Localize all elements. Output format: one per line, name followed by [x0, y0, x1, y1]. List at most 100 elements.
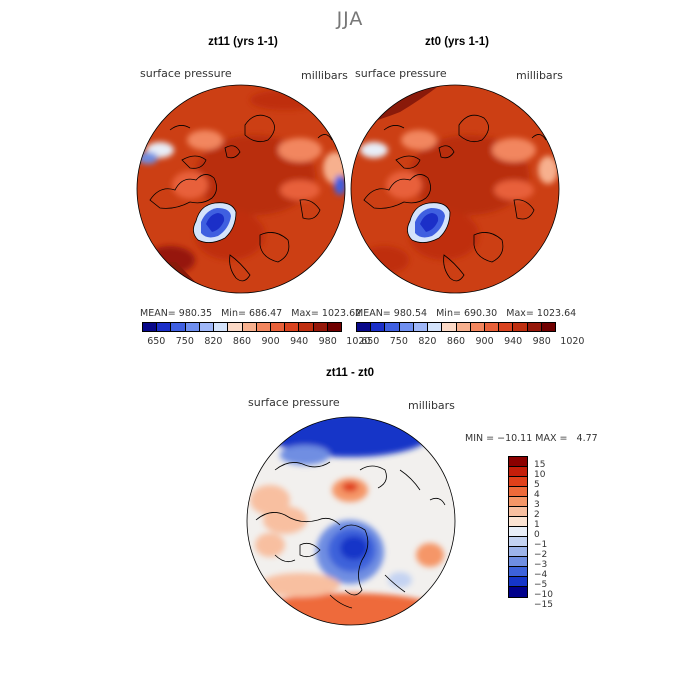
colorbar-tick-label: 820: [418, 336, 437, 347]
panel-right-units: millibars: [516, 69, 563, 82]
colorbar-swatch: [509, 487, 527, 497]
colorbar-tick-label: 3: [534, 500, 540, 510]
colorbar-swatch: [527, 323, 542, 331]
colorbar-swatch: [357, 323, 372, 331]
colorbar-swatch: [509, 547, 527, 557]
colorbar-tick-label: 2: [534, 510, 540, 520]
colorbar-tick-label: 860: [232, 336, 252, 347]
difference-units: millibars: [408, 399, 455, 412]
colorbar-swatch: [470, 323, 485, 331]
colorbar-tick-label: −10: [534, 590, 553, 600]
colorbar-swatch: [509, 567, 527, 577]
colorbar-swatch: [509, 457, 527, 467]
colorbar-tick-label: 15: [534, 460, 546, 470]
stat-max-value: 1023.62: [321, 308, 362, 319]
colorbar-tick-label: 940: [504, 336, 523, 347]
colorbar-tick-label: 650: [361, 336, 380, 347]
colorbar-swatch: [509, 477, 527, 487]
colorbar-swatch: [143, 323, 158, 331]
stat-min-label: Min=: [436, 308, 461, 319]
colorbar-swatch: [256, 323, 271, 331]
panel-right-field-label: surface pressure: [355, 67, 447, 80]
colorbar-tick-label: −2: [534, 550, 548, 560]
panel-right-title: zt0 (yrs 1-1): [425, 36, 489, 48]
colorbar-swatch: [428, 323, 443, 331]
colorbar-swatch: [214, 323, 229, 331]
stat-min-value: 686.47: [248, 308, 283, 319]
pressure-colorbar-left-ticks: 650 750 820 860 900 940 980 1020: [142, 336, 370, 350]
colorbar-swatch: [509, 537, 527, 547]
panel-left-stats: MEAN= 980.35 Min= 686.47 Max= 1023.62: [140, 308, 361, 319]
map-difference: [246, 416, 456, 626]
colorbar-tick-label: −5: [534, 580, 548, 590]
colorbar-swatch: [285, 323, 300, 331]
colorbar-swatch: [199, 323, 215, 331]
colorbar-swatch: [509, 467, 527, 477]
difference-colorbar: [508, 456, 528, 598]
pressure-colorbar-right-ticks: 650 750 820 860 900 940 980 1020: [356, 336, 584, 350]
colorbar-tick-label: 900: [261, 336, 280, 347]
colorbar-swatch: [327, 323, 342, 331]
colorbar-swatch: [242, 323, 257, 331]
stat-max-label: Max=: [291, 308, 319, 319]
colorbar-swatch: [228, 323, 243, 331]
colorbar-swatch: [509, 577, 527, 587]
colorbar-tick-label: 900: [475, 336, 494, 347]
stat-max-label: Max=: [506, 308, 534, 319]
colorbar-tick-label: 940: [290, 336, 309, 347]
colorbar-tick-label: 0: [534, 530, 540, 540]
colorbar-swatch: [484, 323, 500, 331]
colorbar-swatch: [171, 323, 186, 331]
pressure-colorbar-left: [142, 322, 342, 332]
colorbar-tick-label: 980: [532, 336, 551, 347]
stat-min-label: Min=: [221, 308, 246, 319]
colorbar-tick-label: 650: [147, 336, 166, 347]
map-zt0: [350, 84, 560, 294]
colorbar-swatch: [413, 323, 429, 331]
difference-colorbar-ticks: 15 10 5 4 3 2 1 0 −1 −2 −3 −4 −5 −10 −15: [534, 456, 574, 636]
colorbar-swatch: [509, 517, 527, 527]
colorbar-swatch: [509, 557, 527, 567]
panel-left-title: zt11 (yrs 1-1): [208, 36, 278, 48]
colorbar-tick-label: 5: [534, 480, 540, 490]
stat-max-value: 1023.64: [536, 308, 577, 319]
colorbar-tick-label: 820: [204, 336, 223, 347]
colorbar-swatch: [399, 323, 414, 331]
colorbar-swatch: [513, 323, 528, 331]
colorbar-tick-label: −4: [534, 570, 548, 580]
stat-mean-label: MEAN=: [355, 308, 391, 319]
colorbar-swatch: [509, 497, 527, 507]
colorbar-swatch: [270, 323, 286, 331]
colorbar-tick-label: 4: [534, 490, 540, 500]
difference-field-label: surface pressure: [248, 396, 340, 409]
colorbar-tick-label: 1020: [560, 336, 585, 347]
colorbar-swatch: [185, 323, 200, 331]
colorbar-swatch: [509, 527, 527, 537]
colorbar-swatch: [509, 587, 527, 597]
colorbar-swatch: [313, 323, 328, 331]
panel-right-stats: MEAN= 980.54 Min= 690.30 Max= 1023.64: [355, 308, 576, 319]
colorbar-swatch: [385, 323, 400, 331]
colorbar-swatch: [541, 323, 556, 331]
figure-title: JJA: [336, 8, 364, 30]
stat-mean-value: 980.35: [178, 308, 213, 319]
stat-mean-value: 980.54: [393, 308, 428, 319]
colorbar-tick-label: −1: [534, 540, 548, 550]
pressure-colorbar-right: [356, 322, 556, 332]
stat-mean-label: MEAN=: [140, 308, 176, 319]
colorbar-tick-label: 1: [534, 520, 540, 530]
colorbar-tick-label: 10: [534, 470, 546, 480]
colorbar-tick-label: 980: [318, 336, 337, 347]
colorbar-swatch: [299, 323, 314, 331]
colorbar-swatch: [157, 323, 172, 331]
colorbar-tick-label: 1020: [346, 336, 371, 347]
colorbar-tick-label: 750: [389, 336, 408, 347]
difference-min-max: MIN = −10.11 MAX = 4.77: [465, 433, 598, 444]
panel-left-field-label: surface pressure: [140, 67, 232, 80]
colorbar-tick-label: 750: [175, 336, 194, 347]
colorbar-tick-label: −15: [534, 600, 553, 610]
stat-min-value: 690.30: [463, 308, 498, 319]
colorbar-swatch: [456, 323, 471, 331]
colorbar-swatch: [442, 323, 457, 331]
